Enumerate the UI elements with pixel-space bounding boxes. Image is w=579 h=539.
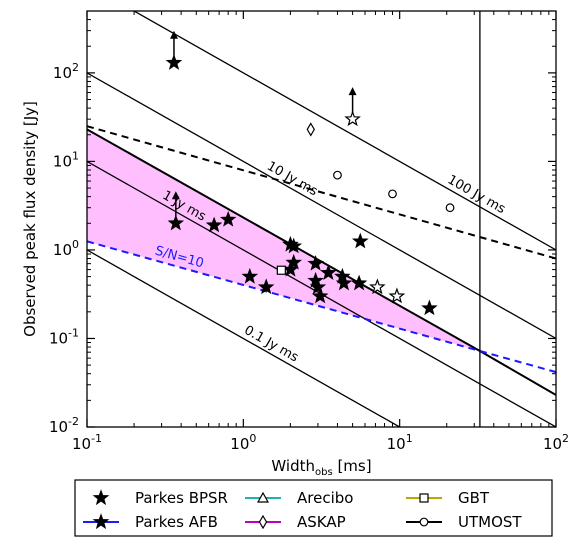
data-point (311, 287, 329, 304)
legend-label: ASKAP (297, 513, 346, 531)
plot-frame (86, 10, 557, 428)
legend-label: GBT (458, 489, 490, 507)
legend: Parkes BPSR Arecibo GBT Parkes AFB ASKAP UTMO… (74, 479, 553, 537)
fluence-line (87, 249, 401, 427)
data-point (165, 54, 183, 70)
legend-marker (92, 513, 110, 530)
y-axis-label: Observed peak flux density [Jy] (21, 101, 39, 337)
data-point (307, 254, 324, 271)
data-point (320, 264, 337, 280)
data-point (421, 299, 438, 316)
x-tick-label: 102 (543, 432, 569, 453)
data-point (307, 271, 324, 288)
legend-label: Parkes BPSR (135, 489, 228, 507)
data-point (445, 203, 455, 213)
data-point (344, 110, 361, 127)
data-point (285, 237, 303, 254)
shaded-upper-boundary (87, 128, 481, 352)
data-point (285, 253, 303, 270)
data-point (167, 214, 185, 231)
legend-marker (256, 491, 270, 503)
fluence-line-label: 0.1 Jy ms (241, 323, 301, 366)
data-point (257, 278, 275, 295)
y-tick-label: 102 (53, 61, 79, 82)
data-point (351, 232, 369, 249)
data-point (276, 265, 286, 275)
fluence-line (87, 72, 556, 340)
legend-marker (419, 517, 429, 527)
legend-marker (258, 514, 268, 530)
legend-marker (92, 489, 110, 506)
data-point (309, 278, 327, 295)
x-tick-label: 100 (230, 432, 256, 453)
sn10-line (87, 240, 556, 374)
x-tick-label: 101 (387, 432, 413, 453)
data-point (205, 216, 223, 233)
data-point (350, 274, 368, 291)
legend-label: Parkes AFB (135, 513, 218, 531)
lower-limit-arrowhead (169, 30, 178, 39)
legend-label: UTMOST (458, 513, 522, 531)
shaded-upper-boundary-ext (479, 350, 556, 396)
y-tick-label: 101 (53, 149, 79, 170)
fluence-line-label: 100 Jy ms (445, 172, 508, 217)
legend-label: Arecibo (297, 489, 353, 507)
data-point (369, 278, 386, 295)
x-tick-label: 10-1 (72, 432, 102, 453)
data-point (388, 189, 397, 199)
data-point (388, 287, 406, 304)
plot-clip-group (87, 11, 556, 427)
data-point (306, 122, 315, 137)
legend-box (74, 479, 553, 537)
legend-marker (419, 493, 429, 503)
x-axis-label: Widthobs [ms] (271, 457, 371, 478)
data-point (335, 274, 353, 291)
y-tick-label: 10-2 (49, 415, 79, 436)
y-tick-label: 10-1 (49, 326, 79, 347)
y-tick-label: 100 (53, 238, 79, 259)
lower-limit-arrowhead (171, 191, 180, 200)
data-point (219, 210, 237, 227)
data-point (333, 170, 342, 180)
dashed-sensitivity-line (87, 125, 556, 260)
lower-limit-arrowhead (348, 87, 357, 96)
fluence-line (132, 11, 556, 251)
data-point (241, 267, 259, 284)
